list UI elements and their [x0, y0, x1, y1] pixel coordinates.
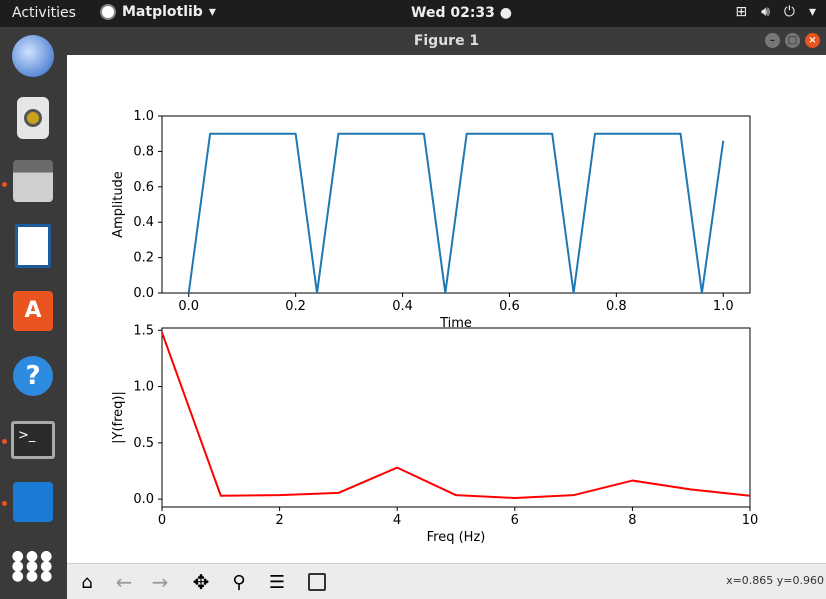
app-menu-label: Matplotlib [122, 4, 203, 20]
arrow-right-icon: → [151, 570, 169, 594]
y-tick-label: 0.8 [133, 144, 154, 159]
sliders-icon: ☰ [268, 571, 286, 593]
maximize-button[interactable]: □ [785, 33, 800, 48]
zoom-button[interactable]: ⚲ [227, 570, 251, 594]
axes-frame-1 [161, 327, 751, 508]
matplotlib-icon [100, 4, 116, 20]
forward-button[interactable]: → [148, 570, 172, 594]
y-tick-label: 1.5 [133, 323, 154, 338]
y-tick-label: 0.4 [133, 215, 154, 230]
x-tick-label: 0.4 [392, 299, 413, 314]
help-icon: ? [13, 356, 53, 396]
y-tick-label: 0.2 [133, 251, 154, 266]
y-axis-label: |Y(freq)| [111, 391, 126, 444]
navigation-toolbar: ⌂ ← → ✥ ⚲ ☰ x=0.865 y=0.960 [67, 563, 826, 599]
magnifier-icon: ⚲ [232, 571, 246, 593]
dock-help[interactable]: ? [10, 353, 56, 399]
y-tick-label: 1.0 [133, 380, 154, 395]
home-button[interactable]: ⌂ [75, 570, 99, 594]
power-icon: ⏻ [783, 4, 795, 20]
document-icon [15, 224, 51, 268]
x-tick-label: 0 [158, 513, 166, 528]
top-bar: Activities Matplotlib ▾ Wed 02:33 ● ⊞ 🔊︎… [0, 0, 826, 27]
dock-thunderbird[interactable] [10, 33, 56, 79]
grid-icon: ●●● ●●● ●●● [11, 548, 55, 584]
x-tick-label: 0.8 [606, 299, 627, 314]
dock-rhythmbox[interactable] [10, 95, 56, 141]
x-axis-label: Time [439, 316, 472, 331]
window-title: Figure 1 [413, 33, 480, 49]
dock: A ? >_ ●●● ●●● ●●● [0, 27, 67, 599]
dock-writer[interactable] [10, 223, 56, 269]
x-tick-label: 6 [511, 513, 519, 528]
x-tick-label: 0.2 [285, 299, 306, 314]
series-line-0 [187, 132, 725, 294]
save-button[interactable] [305, 570, 329, 594]
notification-dot-icon: ● [499, 5, 512, 21]
x-tick-label: 2 [275, 513, 283, 528]
plot-area: 0.0 0.2 0.4 0.6 0.8 1.0 0.0 0.2 0.4 0.6 0.8 1.0 Time… [111, 109, 759, 545]
system-tray[interactable]: ⊞ 🔊︎ ⏻ ▾ [735, 4, 816, 20]
chevron-down-icon: ▾ [808, 4, 816, 20]
volume-icon: 🔊︎ [761, 4, 770, 20]
back-button[interactable]: ← [112, 570, 136, 594]
x-axis-label: Freq (Hz) [427, 530, 486, 545]
dock-vscode[interactable] [10, 479, 56, 525]
x-tick-label: 10 [742, 513, 759, 528]
dock-files[interactable] [10, 158, 56, 204]
activities-button[interactable]: Activities [12, 5, 76, 21]
home-icon: ⌂ [81, 571, 93, 593]
app-menu[interactable]: Matplotlib ▾ [100, 4, 216, 20]
x-tick-label: 1.0 [713, 299, 734, 314]
show-applications-button[interactable]: ●●● ●●● ●●● [10, 543, 56, 589]
y-tick-label: 0.5 [133, 436, 154, 451]
y-axis-label: Amplitude [111, 171, 126, 238]
close-button[interactable]: × [805, 33, 820, 48]
floppy-disk-icon [308, 573, 326, 591]
move-icon: ✥ [192, 570, 210, 594]
file-cabinet-icon [13, 160, 53, 202]
y-tick-label: 0.0 [133, 492, 154, 507]
x-tick-label: 8 [628, 513, 636, 528]
dock-terminal[interactable]: >_ [10, 417, 56, 463]
y-tick-label: 0.0 [133, 286, 154, 301]
thunderbird-icon [12, 35, 54, 77]
y-tick-label: 0.6 [133, 180, 154, 195]
shopping-bag-icon: A [13, 291, 53, 331]
chevron-down-icon: ▾ [208, 4, 216, 20]
axes-frame-0 [161, 115, 751, 294]
x-tick-label: 0.0 [178, 299, 199, 314]
network-icon: ⊞ [735, 4, 748, 20]
clock[interactable]: Wed 02:33 ● [411, 5, 512, 21]
vscode-icon [13, 482, 53, 522]
x-tick-label: 0.6 [499, 299, 520, 314]
terminal-icon: >_ [11, 421, 55, 459]
speaker-icon [17, 97, 49, 139]
arrow-left-icon: ← [115, 570, 133, 594]
dock-software[interactable]: A [10, 288, 56, 334]
cursor-coordinates: x=0.865 y=0.960 [726, 574, 824, 587]
pan-button[interactable]: ✥ [189, 570, 213, 594]
y-tick-label: 1.0 [133, 109, 154, 124]
window-titlebar[interactable]: Figure 1 – □ × [67, 27, 826, 55]
figure-canvas[interactable]: 0.0 0.2 0.4 0.6 0.8 1.0 0.0 0.2 0.4 0.6 0.8 1.0 Time… [67, 55, 826, 563]
configure-subplots-button[interactable]: ☰ [265, 570, 289, 594]
minimize-button[interactable]: – [765, 33, 780, 48]
x-tick-label: 4 [393, 513, 401, 528]
